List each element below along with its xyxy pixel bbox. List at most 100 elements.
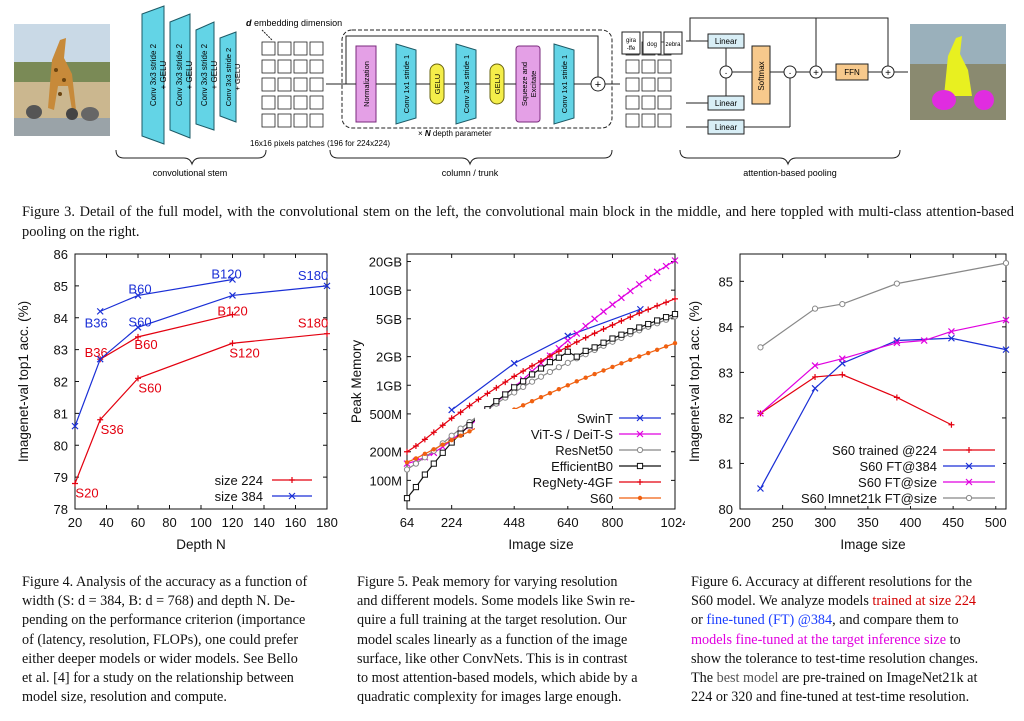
x-tick-label: 120 [222,515,244,530]
x-tick-label: 500 [985,515,1007,530]
svg-text:+: + [595,79,601,91]
legend-marker [288,492,296,500]
series-3: B36 B60 B120 [85,267,242,331]
figure5-caption: Figure 5. Peak memory for varying resolu… [357,573,677,707]
input-image-giraffe [14,24,110,136]
series-2 [757,316,1010,417]
data-point [948,334,955,342]
data-point [654,302,661,309]
data-point [134,323,142,331]
x-tick-label: 60 [131,515,145,530]
series-5 [404,340,678,465]
data-point [757,344,764,351]
attention-pooling: Linear Linear Linear · Softmax · + FFN + [686,17,908,135]
series-2: S60 S180 [71,268,331,430]
data-point [323,282,331,290]
data-point [448,406,456,414]
x-tick-label: 100 [190,515,212,530]
data-point [573,353,580,360]
point-label: B60 [134,337,157,352]
data-point [493,384,500,391]
data-point [636,310,643,317]
data-point [449,437,454,443]
data-point [839,300,846,308]
legend-label: RegNety-4GF [533,475,613,490]
legend-label: ResNet50 [555,443,613,458]
data-point [564,359,571,366]
y-tick-label: 100M [369,473,402,488]
data-point [635,280,643,288]
svg-text:Softmax: Softmax [757,61,766,90]
data-point [626,287,634,295]
data-point [555,348,562,355]
y-tick-label: 1GB [376,378,402,393]
figure5-caption-line: Figure 5. Peak memory for varying resolu… [357,574,618,590]
x-tick-label: 400 [900,515,922,530]
data-point [811,305,819,312]
data-point [439,449,446,456]
data-point [511,384,518,391]
svg-text:·: · [724,68,727,79]
data-point [422,451,428,457]
figure6-caption-line: or fine-tuned (FT) @384, and compare the… [691,612,959,629]
data-point [811,362,819,369]
data-point [412,483,420,491]
data-point [421,471,428,478]
output-image-attention [910,24,1006,120]
y-tick-label: 78 [54,502,68,517]
data-point [546,368,554,376]
x-tick-label: 448 [503,515,525,530]
data-point [439,422,446,429]
data-point [412,442,419,449]
data-point [654,347,660,352]
trunk-box [341,29,613,129]
data-point [609,322,616,329]
data-point [600,339,607,346]
point-label: S20 [75,486,98,501]
data-point [574,379,579,384]
data-point [645,306,652,313]
data-point [671,257,679,264]
data-point [546,353,553,360]
y-tick-label: 2GB [376,350,402,365]
legend-marker [965,462,973,470]
svg-text:+ GELU: + GELU [159,60,168,89]
plot-frame [74,253,328,510]
data-point [448,432,455,439]
data-point [520,383,527,391]
plot-frame [406,253,676,510]
series-line [451,308,641,411]
svg-text:Linear: Linear [715,99,738,108]
x-tick-label: 450 [942,515,964,530]
depth-parameter-label: × N depth parameter [418,129,492,138]
data-point [421,436,428,443]
stem-conv-label-1: Conv 3x3 stride 2 [149,43,158,106]
legend-marker [966,447,972,453]
x-tick-label: 350 [857,515,879,530]
y-tick-label: 82 [719,411,733,426]
svg-text:Excitate: Excitate [529,71,538,98]
series-line [760,319,1007,414]
stem-conv-layers: Conv 3x3 stride 2 + GELU Conv 3x3 stride… [141,5,242,145]
point-label: B120 [217,304,247,319]
data-point [628,357,633,363]
data-point [511,373,518,380]
data-point [493,398,500,405]
data-point [920,337,928,344]
y-tick-label: 85 [54,279,68,294]
figure6-caption-line: show the tolerance to test-time resoluti… [691,650,979,667]
x-tick-label: 640 [557,515,579,530]
figure5-caption-line: surface, like other ConvNets. This is in… [357,650,628,667]
data-point [229,340,236,347]
data-point [1002,346,1010,354]
data-point [654,317,661,324]
patch-grid [261,41,324,128]
point-label: B60 [128,281,151,296]
data-point [663,299,670,306]
legend-label: S60 [590,491,613,506]
trunk-blocks: Normalization Conv 1x1 stride 1 GELU Con… [355,43,606,125]
svg-text:Conv 1x1 stride 1: Conv 1x1 stride 1 [402,55,411,113]
trunk-normalization: Normalization [362,61,371,107]
data-point [324,330,330,337]
data-point [134,292,142,299]
